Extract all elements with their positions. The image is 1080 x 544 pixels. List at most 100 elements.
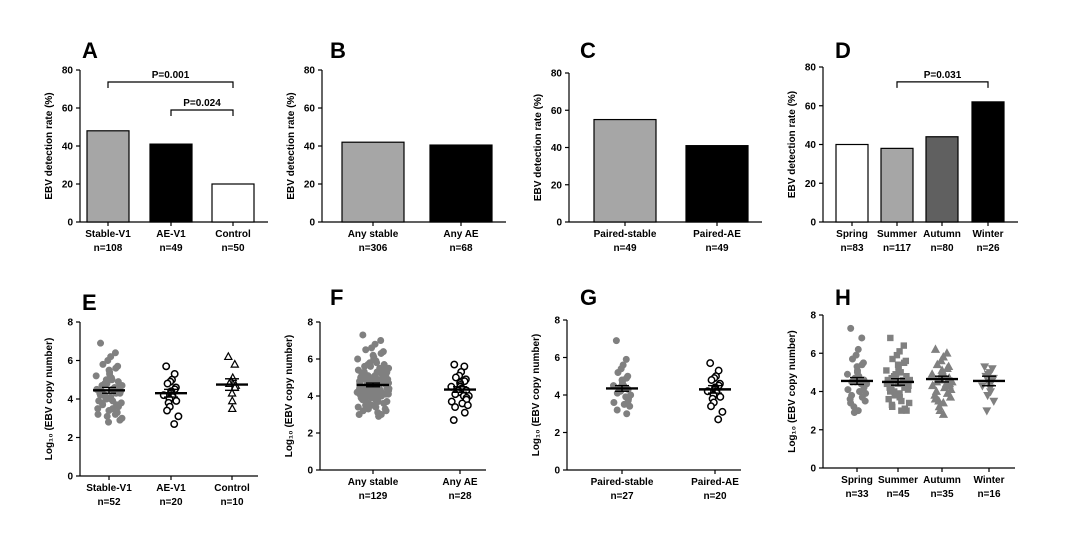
data-point xyxy=(354,355,362,363)
y-tick-label: 40 xyxy=(551,143,563,154)
y-tick-label: 0 xyxy=(556,218,562,229)
y-tick-label: 80 xyxy=(304,66,316,77)
y-tick-label: 4 xyxy=(307,392,313,403)
panel-label: H xyxy=(835,285,851,310)
panel-label: D xyxy=(835,38,851,63)
significance-bracket xyxy=(170,109,234,116)
data-point xyxy=(359,331,367,339)
panel-H: H 0 2 4 6 8 Log₁₀ (EBV copy number) Spring n=33 S… xyxy=(787,285,1015,500)
bar-any-ae xyxy=(429,144,493,223)
x-category-label: AE-V1 xyxy=(156,229,186,240)
data-point xyxy=(227,388,237,397)
data-point xyxy=(379,373,387,381)
data-point xyxy=(980,363,990,372)
panel-label: A xyxy=(82,38,98,63)
data-point xyxy=(94,405,102,413)
data-point xyxy=(451,373,460,382)
data-point xyxy=(94,410,102,418)
sample-size-label: n=20 xyxy=(159,497,183,508)
data-point xyxy=(930,344,941,353)
data-point xyxy=(112,364,120,372)
y-tick-label: 0 xyxy=(554,466,560,477)
data-point xyxy=(856,387,864,395)
y-tick-label: 20 xyxy=(62,180,74,191)
y-tick-label: 0 xyxy=(810,218,816,229)
x-category-label: AE-V1 xyxy=(156,483,186,494)
y-tick-label: 2 xyxy=(307,429,313,440)
x-category-label: Paired-AE xyxy=(691,477,739,488)
data-point xyxy=(985,384,995,393)
data-point xyxy=(460,362,469,371)
data-point xyxy=(104,356,112,364)
y-tick-label: 4 xyxy=(810,387,816,398)
y-tick-label: 4 xyxy=(67,395,73,406)
data-point xyxy=(844,386,852,394)
data-point xyxy=(946,384,956,393)
x-category-label: Stable-V1 xyxy=(86,483,132,494)
data-point xyxy=(111,349,119,357)
sample-size-label: n=27 xyxy=(610,491,634,502)
sample-size-label: n=20 xyxy=(703,491,727,502)
data-point xyxy=(847,324,855,332)
data-point xyxy=(932,359,942,369)
data-point xyxy=(385,385,393,393)
bar-spring xyxy=(835,143,869,223)
data-point xyxy=(938,409,949,418)
data-point xyxy=(377,388,385,396)
data-point xyxy=(375,412,383,420)
y-tick-label: 2 xyxy=(810,425,816,436)
y-tick-label: 2 xyxy=(554,428,560,439)
data-point xyxy=(449,416,458,424)
y-tick-label: 20 xyxy=(304,180,316,191)
data-point xyxy=(626,402,634,410)
panel-D: D 0 20 40 60 80 EBV detection rate (%) Spring n=… xyxy=(787,38,1018,254)
sample-size-label: n=306 xyxy=(359,243,388,254)
panel-label: E xyxy=(82,290,97,315)
x-category-label: Winter xyxy=(972,229,1003,240)
data-point xyxy=(885,395,892,403)
data-point xyxy=(904,386,912,393)
data-point xyxy=(861,397,869,405)
y-tick-label: 40 xyxy=(304,142,316,153)
bar-paired-stable xyxy=(593,118,657,223)
y-tick-label: 0 xyxy=(810,464,816,475)
data-point xyxy=(935,405,945,415)
y-tick-label: 60 xyxy=(551,106,563,117)
data-point xyxy=(450,360,459,369)
x-category-label: Any stable xyxy=(348,477,399,488)
sample-size-label: n=117 xyxy=(883,243,912,254)
data-point xyxy=(614,368,622,376)
panel-F: F 0 2 4 6 8 Log₁₀ (EBV copy number) Any stable n… xyxy=(284,285,486,502)
data-point xyxy=(105,418,113,426)
sample-size-label: n=16 xyxy=(977,489,1001,500)
bar-autumn xyxy=(925,136,959,223)
data-point xyxy=(848,355,856,363)
data-point xyxy=(162,362,171,371)
x-category-label: Spring xyxy=(836,229,868,240)
sample-size-label: n=68 xyxy=(449,243,473,254)
data-point xyxy=(898,397,905,405)
data-point xyxy=(105,407,113,415)
data-point xyxy=(99,360,107,368)
data-point xyxy=(898,407,905,414)
data-point xyxy=(377,349,385,357)
data-point xyxy=(362,346,370,354)
data-point xyxy=(163,379,172,388)
data-point xyxy=(936,355,946,365)
panel-label: G xyxy=(580,285,597,310)
y-tick-label: 80 xyxy=(805,63,817,74)
data-point xyxy=(718,407,727,416)
panel-label: F xyxy=(330,285,343,310)
y-tick-label: 80 xyxy=(62,66,74,77)
data-point xyxy=(858,334,866,342)
data-point xyxy=(889,355,896,363)
data-point xyxy=(354,403,362,411)
x-category-label: Paired-stable xyxy=(594,229,657,240)
data-point xyxy=(451,403,460,412)
data-point xyxy=(887,334,894,342)
data-point xyxy=(622,355,630,363)
y-tick-label: 6 xyxy=(67,356,73,367)
panel-G: G 0 2 4 6 8 Log₁₀ (EBV copy number) Paired-stab… xyxy=(531,285,741,502)
data-point xyxy=(463,401,472,410)
data-point xyxy=(900,342,908,349)
